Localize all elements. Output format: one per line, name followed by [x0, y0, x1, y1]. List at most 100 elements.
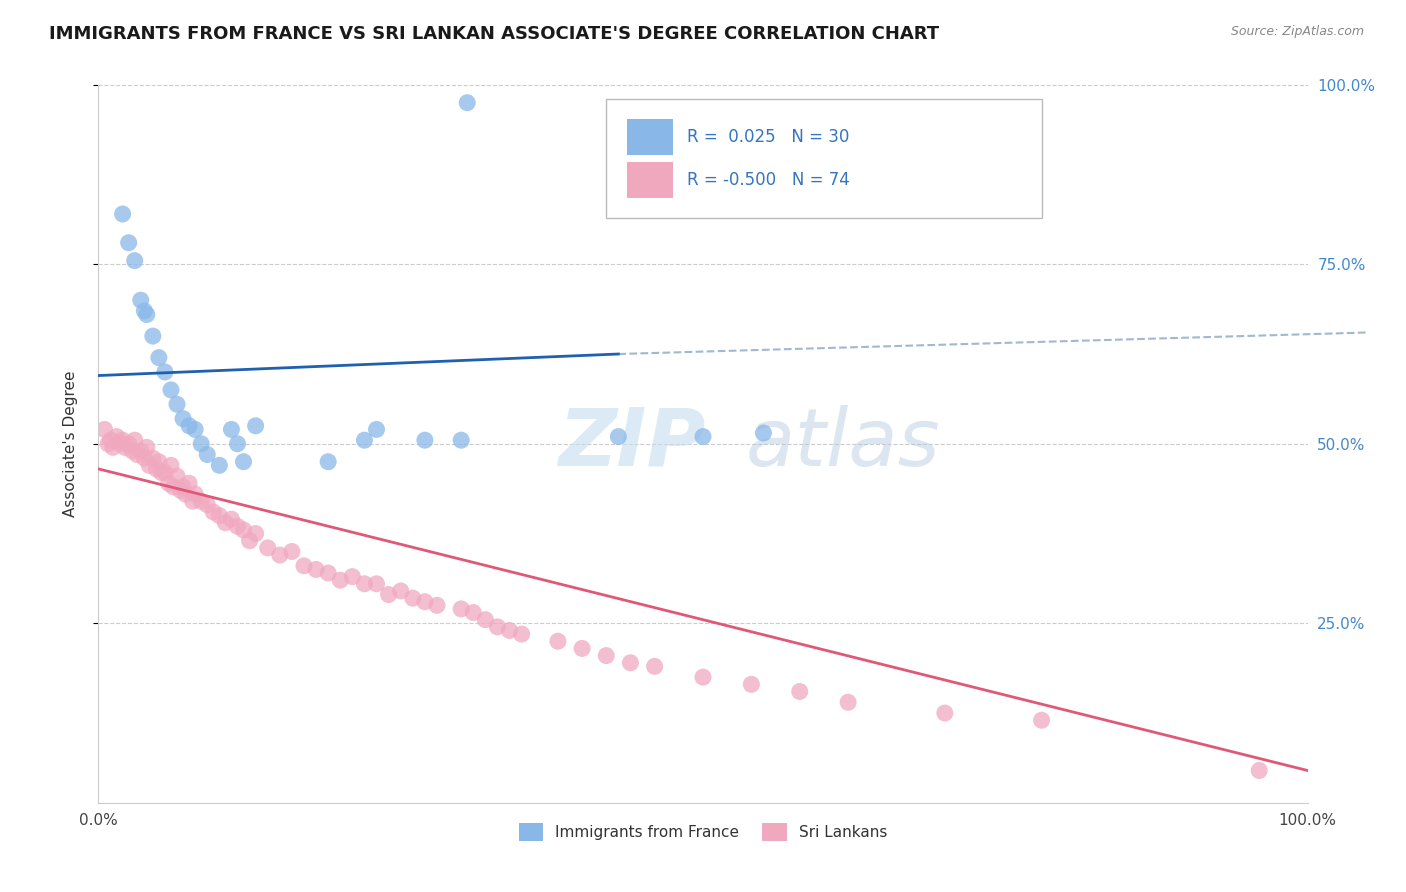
- Point: [232, 455, 254, 469]
- Point: [114, 441, 136, 455]
- Point: [111, 207, 134, 221]
- Point: [426, 599, 449, 613]
- Point: [692, 429, 714, 443]
- Point: [463, 606, 485, 620]
- Point: [153, 365, 176, 379]
- Point: [118, 436, 141, 450]
- Point: [619, 656, 641, 670]
- Point: [316, 455, 339, 469]
- Point: [329, 573, 352, 587]
- Point: [160, 383, 183, 397]
- Point: [547, 634, 569, 648]
- Text: Source: ZipAtlas.com: Source: ZipAtlas.com: [1230, 25, 1364, 38]
- Point: [245, 526, 267, 541]
- Point: [179, 418, 201, 433]
- Point: [1249, 764, 1271, 778]
- Text: atlas: atlas: [745, 405, 941, 483]
- Point: [184, 422, 207, 436]
- Point: [101, 441, 124, 455]
- Point: [129, 293, 152, 307]
- Point: [789, 684, 811, 698]
- Point: [486, 620, 509, 634]
- Point: [226, 436, 249, 450]
- Point: [138, 458, 160, 473]
- Point: [202, 505, 225, 519]
- FancyBboxPatch shape: [627, 120, 672, 155]
- Point: [145, 462, 167, 476]
- Point: [190, 494, 212, 508]
- Point: [190, 436, 212, 450]
- Text: ZIP: ZIP: [558, 405, 706, 483]
- Point: [498, 624, 520, 638]
- FancyBboxPatch shape: [606, 99, 1042, 218]
- Point: [389, 584, 412, 599]
- Point: [169, 483, 191, 498]
- FancyBboxPatch shape: [627, 162, 672, 198]
- Point: [124, 253, 146, 268]
- Point: [366, 422, 388, 436]
- Point: [232, 523, 254, 537]
- Point: [474, 613, 496, 627]
- Point: [157, 476, 180, 491]
- Point: [93, 422, 115, 436]
- Point: [239, 533, 262, 548]
- Point: [456, 95, 478, 110]
- Point: [450, 433, 472, 447]
- Point: [413, 595, 436, 609]
- Point: [179, 476, 201, 491]
- Point: [595, 648, 617, 663]
- Point: [184, 487, 207, 501]
- Point: [214, 516, 236, 530]
- Point: [292, 558, 315, 573]
- Point: [148, 455, 170, 469]
- Point: [121, 444, 143, 458]
- Point: [148, 351, 170, 365]
- Point: [181, 494, 204, 508]
- Text: R =  0.025   N = 30: R = 0.025 N = 30: [688, 128, 849, 146]
- Point: [377, 588, 399, 602]
- Point: [127, 448, 149, 462]
- Point: [129, 444, 152, 458]
- Point: [305, 562, 328, 576]
- Point: [153, 466, 176, 480]
- Point: [366, 576, 388, 591]
- Point: [108, 436, 131, 450]
- Point: [316, 566, 339, 580]
- Point: [281, 544, 304, 558]
- Point: [195, 448, 218, 462]
- Text: R = -0.500   N = 74: R = -0.500 N = 74: [688, 171, 851, 189]
- Legend: Immigrants from France, Sri Lankans: Immigrants from France, Sri Lankans: [513, 817, 893, 847]
- Point: [142, 451, 165, 466]
- Point: [150, 466, 173, 480]
- Point: [450, 602, 472, 616]
- Point: [105, 429, 128, 443]
- Point: [162, 480, 184, 494]
- Point: [571, 641, 593, 656]
- Y-axis label: Associate's Degree: Associate's Degree: [63, 370, 77, 517]
- Point: [837, 695, 859, 709]
- Text: IMMIGRANTS FROM FRANCE VS SRI LANKAN ASSOCIATE'S DEGREE CORRELATION CHART: IMMIGRANTS FROM FRANCE VS SRI LANKAN ASS…: [49, 25, 939, 43]
- Point: [510, 627, 533, 641]
- Point: [124, 433, 146, 447]
- Point: [134, 304, 156, 318]
- Point: [160, 458, 183, 473]
- Point: [166, 469, 188, 483]
- Point: [97, 436, 120, 450]
- Point: [256, 541, 278, 555]
- Point: [342, 569, 364, 583]
- Point: [134, 451, 156, 466]
- Point: [174, 487, 197, 501]
- Point: [353, 576, 375, 591]
- Point: [208, 508, 231, 523]
- Point: [142, 329, 165, 343]
- Point: [402, 591, 425, 606]
- Point: [111, 433, 134, 447]
- Point: [353, 433, 375, 447]
- Point: [752, 425, 775, 440]
- Point: [692, 670, 714, 684]
- Point: [221, 422, 243, 436]
- Point: [135, 441, 157, 455]
- Point: [226, 519, 249, 533]
- Point: [221, 512, 243, 526]
- Point: [607, 429, 630, 443]
